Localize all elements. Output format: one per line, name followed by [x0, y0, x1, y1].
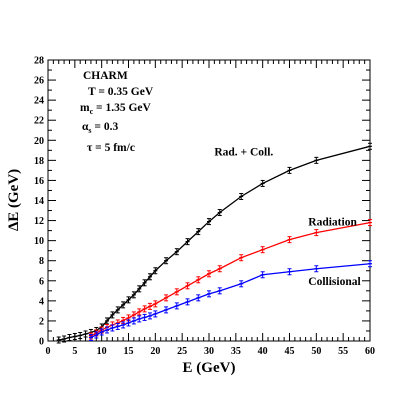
y-tick-label-8: 8: [39, 256, 44, 267]
annotation-flavor: CHARM: [83, 70, 128, 82]
x-tick-label-30: 30: [204, 346, 214, 357]
y-tick-label-12: 12: [34, 216, 44, 227]
annotation-tau: τ = 5 fm/c: [87, 142, 135, 154]
y-tick-label-28: 28: [34, 56, 44, 67]
series-label-collisional: Collisional: [308, 276, 360, 288]
y-tick-label-22: 22: [34, 116, 44, 127]
y-axis-title: ΔE (GeV): [6, 169, 22, 231]
annotation-alpha-sub: s: [88, 126, 91, 135]
annotation-mass: mc = 1.35 GeV: [80, 102, 152, 116]
series-line-rad-coll: [58, 145, 371, 341]
x-tick-label-0: 0: [46, 346, 51, 357]
x-tick-label-50: 50: [311, 346, 321, 357]
x-tick-label-20: 20: [150, 346, 160, 357]
annotation-mass-sub: c: [90, 107, 94, 116]
y-tick-label-0: 0: [39, 337, 44, 348]
x-tick-label-45: 45: [285, 346, 295, 357]
x-tick-label-15: 15: [124, 346, 134, 357]
annotation-alpha-symbol: α: [82, 121, 89, 133]
annotation-alpha: αs = 0.3: [82, 121, 118, 135]
x-tick-label-25: 25: [177, 346, 187, 357]
x-tick-label-5: 5: [72, 346, 77, 357]
y-tick-label-24: 24: [34, 96, 44, 107]
y-tick-label-4: 4: [39, 296, 44, 307]
annotation-box: CHARM T = 0.35 GeV mc = 1.35 GeV αs = 0.…: [80, 70, 154, 154]
series-label-rad-coll: Rad. + Coll.: [214, 146, 273, 158]
axes: 0 5 10 15 20 25 30 35 40 45 50 55 600246810121416182…: [34, 56, 375, 358]
x-tick-label-60: 60: [365, 346, 375, 357]
series-rad-coll: Rad. + Coll.: [56, 142, 372, 344]
y-tick-label-18: 18: [34, 156, 44, 167]
annotation-temperature: T = 0.35 GeV: [88, 86, 154, 98]
y-tick-label-20: 20: [34, 136, 44, 147]
series-line-collisional: [90, 263, 371, 339]
annotation-mass-prefix: m: [80, 102, 90, 114]
annotation-mass-value: = 1.35 GeV: [93, 102, 151, 114]
y-tick-label-16: 16: [34, 176, 44, 187]
y-tick-label-14: 14: [34, 196, 44, 207]
series-layer: Rad. + Coll. Radiation Collisional: [56, 142, 372, 344]
y-tick-label-6: 6: [39, 276, 44, 287]
x-axis-title: E (GeV): [183, 360, 236, 376]
annotation-alpha-value: = 0.3: [92, 121, 119, 133]
y-tick-label-26: 26: [34, 76, 44, 87]
series-collisional: Collisional: [88, 260, 372, 341]
x-tick-label-10: 10: [97, 346, 107, 357]
y-tick-label-10: 10: [34, 236, 44, 247]
x-tick-label-55: 55: [338, 346, 348, 357]
y-tick-label-2: 2: [39, 316, 44, 327]
x-tick-label-35: 35: [231, 346, 241, 357]
series-label-radiation: Radiation: [308, 217, 357, 229]
x-tick-label-40: 40: [258, 346, 268, 357]
